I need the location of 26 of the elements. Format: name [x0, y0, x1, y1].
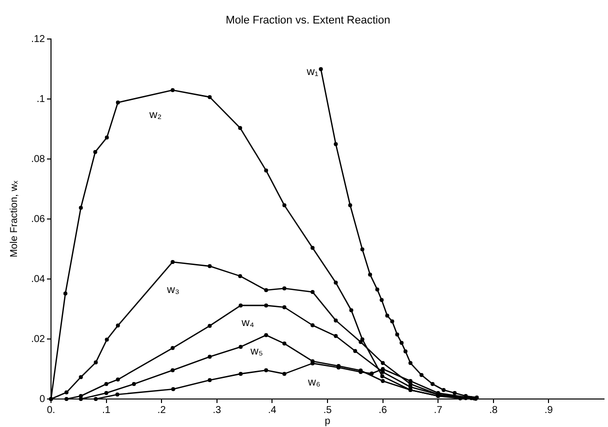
series-label: w₂ — [148, 109, 162, 122]
series-label: w₅ — [250, 346, 263, 358]
series-label: w₄ — [240, 317, 255, 330]
x-tick-label: .8 — [489, 404, 498, 416]
series-label: w₁ — [306, 66, 319, 78]
y-tick-label: .08 — [31, 154, 46, 165]
y-tick-label: .04 — [31, 274, 46, 285]
y-axis-title: Mole Fraction, wₓ — [8, 180, 20, 258]
y-tick-label: .12 — [31, 34, 46, 45]
chart-title: Mole Fraction vs. Extent Reaction — [226, 14, 390, 27]
x-tick-label: .7 — [434, 404, 443, 416]
x-tick-label: .2 — [157, 404, 166, 416]
x-axis-title: p — [324, 416, 331, 427]
x-tick-label: .9 — [544, 404, 554, 416]
y-tick-label: 0 — [39, 394, 46, 405]
x-tick-label: .5 — [323, 404, 332, 416]
x-tick-label: .6 — [378, 404, 388, 416]
y-tick-label: .06 — [31, 214, 46, 225]
series-label: w₆ — [307, 376, 320, 389]
series-label: w₃ — [166, 284, 180, 296]
x-tick-label: .3 — [212, 404, 222, 416]
y-tick-label: .1 — [36, 94, 46, 105]
x-tick-label: .1 — [102, 404, 111, 416]
y-tick-label: .02 — [31, 334, 46, 345]
x-tick-label: .4 — [268, 404, 277, 416]
x-tick-label: 0. — [46, 404, 56, 416]
